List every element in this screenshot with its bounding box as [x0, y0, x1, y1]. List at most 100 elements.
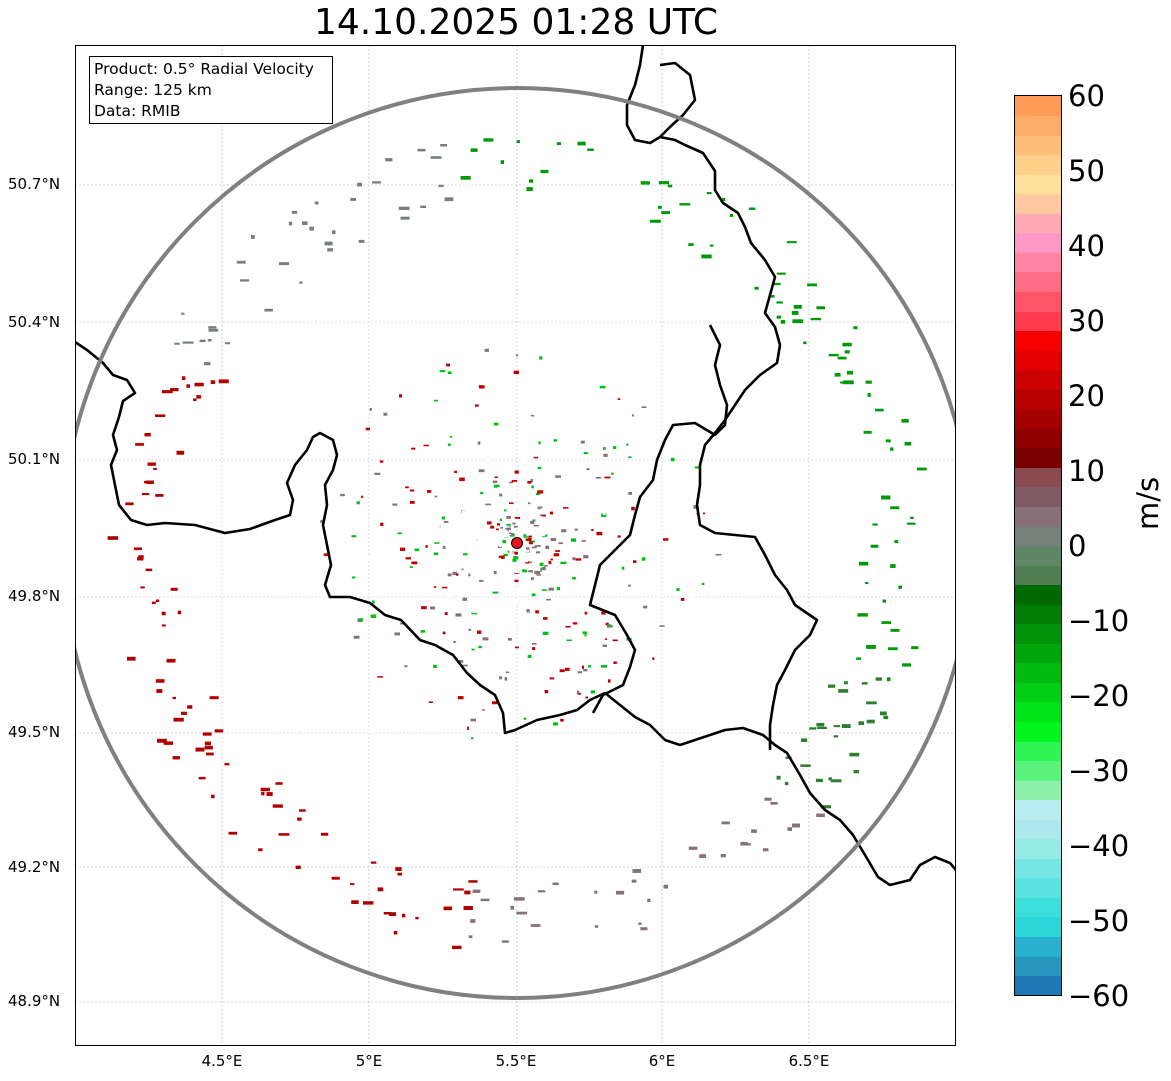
- echo-speckle: [660, 655, 665, 658]
- colorbar-step: [1015, 623, 1061, 644]
- echo-speckle: [619, 543, 626, 547]
- echo-speckle: [536, 516, 541, 519]
- echo-speckle: [513, 625, 518, 629]
- echo-speckle: [335, 491, 339, 494]
- radar-map[interactable]: [75, 45, 956, 1046]
- echo-speckle: [459, 477, 465, 482]
- echo-fragment: [460, 176, 471, 180]
- echo-fragment: [865, 380, 872, 384]
- echo-fragment: [793, 305, 802, 309]
- echo-speckle: [666, 551, 671, 555]
- echo-speckle: [566, 594, 570, 597]
- echo-speckle: [584, 611, 588, 615]
- echo-fragment: [688, 243, 694, 246]
- echo-speckle: [597, 591, 600, 595]
- echo-speckle: [504, 585, 509, 589]
- echo-speckle: [351, 535, 357, 538]
- echo-fragment: [207, 339, 212, 342]
- colorbar-step: [1015, 721, 1061, 742]
- echo-speckle: [471, 612, 478, 615]
- colorbar-step: [1015, 682, 1061, 703]
- echo-speckle: [539, 580, 542, 583]
- echo-speckle: [498, 535, 502, 540]
- echo-fragment: [127, 656, 136, 661]
- echo-speckle: [519, 514, 525, 518]
- echo-speckle: [462, 664, 468, 667]
- echo-speckle: [356, 501, 360, 505]
- echo-speckle: [392, 503, 398, 506]
- echo-speckle: [549, 500, 553, 504]
- echo-speckle: [629, 416, 635, 420]
- echo-speckle: [590, 532, 593, 536]
- colorbar-tick-label: 50: [1068, 154, 1105, 188]
- colorbar-step: [1015, 252, 1061, 273]
- echo-fragment: [872, 523, 878, 526]
- echo-fragment: [863, 430, 872, 434]
- map-frame: [75, 45, 956, 1046]
- echo-speckle: [528, 502, 531, 505]
- echo-speckle: [549, 456, 555, 460]
- echo-speckle: [535, 575, 542, 579]
- echo-speckle: [397, 532, 402, 535]
- echo-speckle: [565, 625, 571, 628]
- echo-speckle: [588, 665, 592, 668]
- echo-speckle: [441, 696, 444, 700]
- echo-fragment: [141, 493, 150, 496]
- echo-speckle: [421, 497, 426, 499]
- radar-site-marker[interactable]: [511, 537, 523, 549]
- echo-fragment: [468, 935, 473, 939]
- echo-speckle: [434, 495, 438, 498]
- echo-fragment: [786, 241, 797, 244]
- echo-fragment: [858, 721, 865, 726]
- colorbar-step: [1015, 525, 1061, 547]
- echo-fragment: [537, 890, 546, 893]
- echo-fragment: [513, 897, 525, 901]
- echo-fragment: [594, 925, 599, 928]
- echo-fragment: [866, 719, 875, 724]
- echo-speckle: [530, 478, 533, 483]
- echo-fragment: [661, 211, 671, 215]
- echo-speckle: [544, 695, 548, 699]
- echo-fragment: [320, 832, 329, 836]
- echo-fragment: [853, 326, 858, 330]
- echo-speckle: [370, 614, 377, 618]
- echo-speckle: [477, 474, 481, 476]
- echo-speckle: [545, 545, 549, 550]
- echo-speckle: [412, 428, 417, 433]
- echo-fragment: [385, 158, 393, 162]
- colorbar-step: [1015, 428, 1061, 449]
- echo-fragment: [372, 181, 382, 184]
- echo-speckle: [492, 398, 495, 401]
- echo-speckle: [550, 558, 553, 561]
- echo-fragment: [288, 221, 293, 226]
- echo-fragment: [224, 763, 230, 766]
- echo-speckle: [579, 530, 582, 534]
- echo-fragment: [816, 306, 826, 310]
- echo-speckle: [478, 469, 485, 473]
- echo-speckle: [484, 348, 489, 352]
- echo-fragment: [658, 181, 670, 185]
- echo-speckle: [587, 705, 592, 709]
- echo-speckle: [365, 427, 371, 431]
- echo-speckle: [442, 631, 446, 635]
- echo-fragment: [764, 797, 772, 801]
- echo-speckle: [506, 541, 512, 544]
- echo-speckle: [532, 546, 537, 549]
- velocity-sector: [148, 374, 517, 574]
- colorbar-step: [1015, 389, 1061, 410]
- echo-speckle: [526, 537, 532, 542]
- echo-speckle: [582, 538, 589, 541]
- echo-fragment: [540, 169, 549, 174]
- echo-speckle: [538, 441, 541, 445]
- echo-fragment: [331, 876, 340, 880]
- echo-speckle: [361, 503, 366, 505]
- echo-fragment: [177, 610, 181, 615]
- echo-fragment: [791, 311, 799, 315]
- echo-speckle: [541, 533, 546, 536]
- echo-fragment: [663, 884, 669, 889]
- echo-speckle: [534, 578, 540, 581]
- lat-tick-label: 50.7°N: [8, 175, 61, 193]
- echo-speckle: [453, 481, 459, 484]
- echo-fragment: [351, 900, 359, 904]
- echo-speckle: [541, 589, 548, 591]
